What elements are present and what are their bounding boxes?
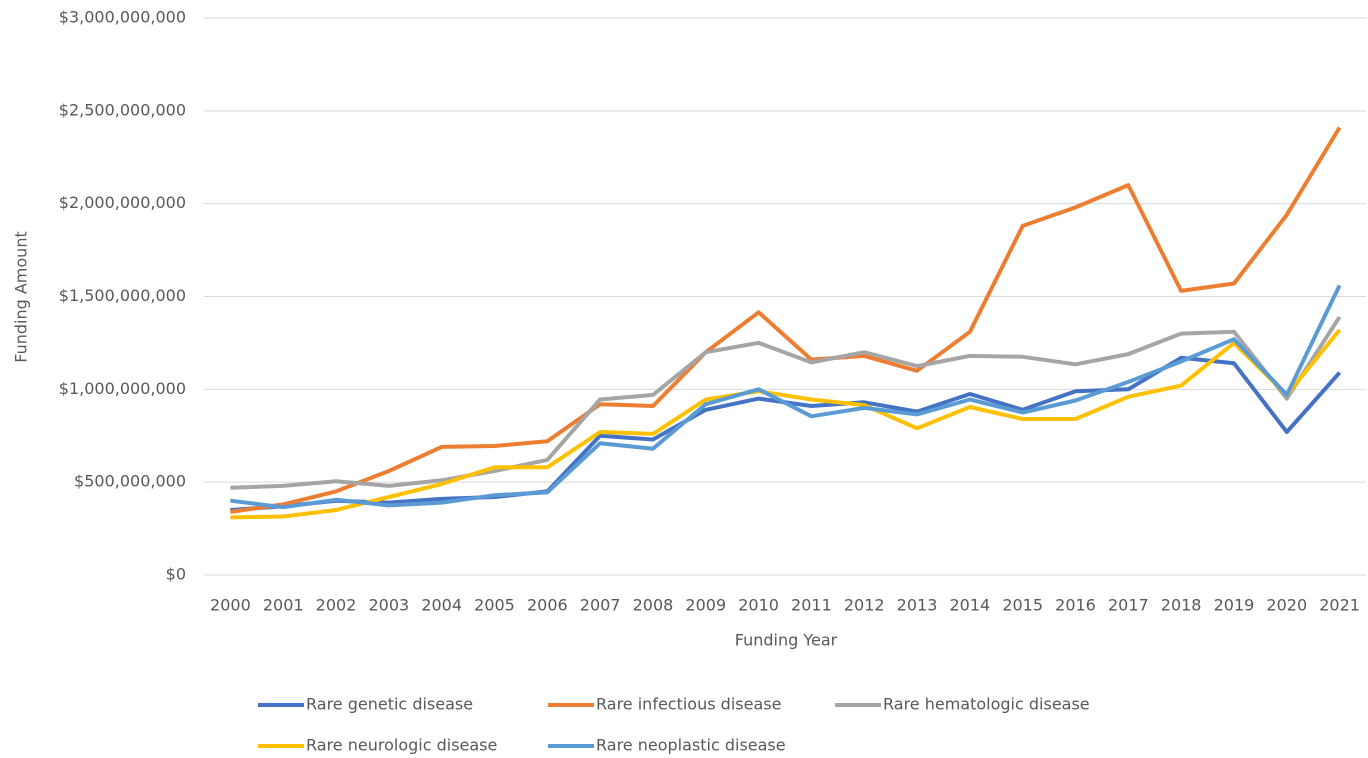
x-tick-label: 2010	[738, 596, 779, 615]
x-tick-label: 2001	[263, 596, 304, 615]
series-line	[230, 328, 1342, 520]
series-line	[230, 126, 1342, 514]
x-tick-label: 2005	[474, 596, 515, 615]
series-line	[230, 315, 1342, 490]
x-tick-label: 2004	[421, 596, 462, 615]
x-tick-label: 2012	[844, 596, 885, 615]
legend-label: Rare genetic disease	[306, 695, 473, 714]
y-tick-label: $1,500,000,000	[59, 286, 186, 305]
x-tick-label: 2014	[950, 596, 991, 615]
y-tick-label: $2,500,000,000	[59, 100, 186, 119]
x-tick-label: 2020	[1266, 596, 1307, 615]
x-tick-label: 2008	[633, 596, 674, 615]
legend-label: Rare hematologic disease	[883, 695, 1090, 714]
x-tick-label: 2018	[1161, 596, 1202, 615]
x-axis-label: Funding Year	[735, 631, 838, 650]
x-tick-label: 2011	[791, 596, 832, 615]
x-tick-label: 2007	[580, 596, 621, 615]
legend-label: Rare infectious disease	[596, 695, 781, 714]
y-tick-label: $3,000,000,000	[59, 8, 186, 27]
legend-label: Rare neoplastic disease	[596, 736, 786, 755]
x-tick-label: 2019	[1214, 596, 1255, 615]
x-tick-label: 2000	[210, 596, 251, 615]
y-tick-label: $0	[166, 565, 186, 584]
x-tick-label: 2003	[369, 596, 410, 615]
series-line	[230, 284, 1342, 510]
x-tick-label: 2013	[897, 596, 938, 615]
x-tick-label: 2017	[1108, 596, 1149, 615]
y-axis-label: Funding Amount	[12, 231, 31, 362]
y-tick-label: $500,000,000	[74, 472, 186, 491]
series-line	[230, 355, 1342, 512]
x-tick-label: 2002	[316, 596, 357, 615]
x-tick-label: 2015	[1002, 596, 1043, 615]
y-tick-label: $2,000,000,000	[59, 193, 186, 212]
x-tick-label: 2016	[1055, 596, 1096, 615]
x-tick-label: 2021	[1319, 596, 1360, 615]
legend-label: Rare neurologic disease	[306, 736, 497, 755]
x-tick-label: 2006	[527, 596, 568, 615]
x-tick-label: 2009	[685, 596, 726, 615]
y-tick-label: $1,000,000,000	[59, 379, 186, 398]
